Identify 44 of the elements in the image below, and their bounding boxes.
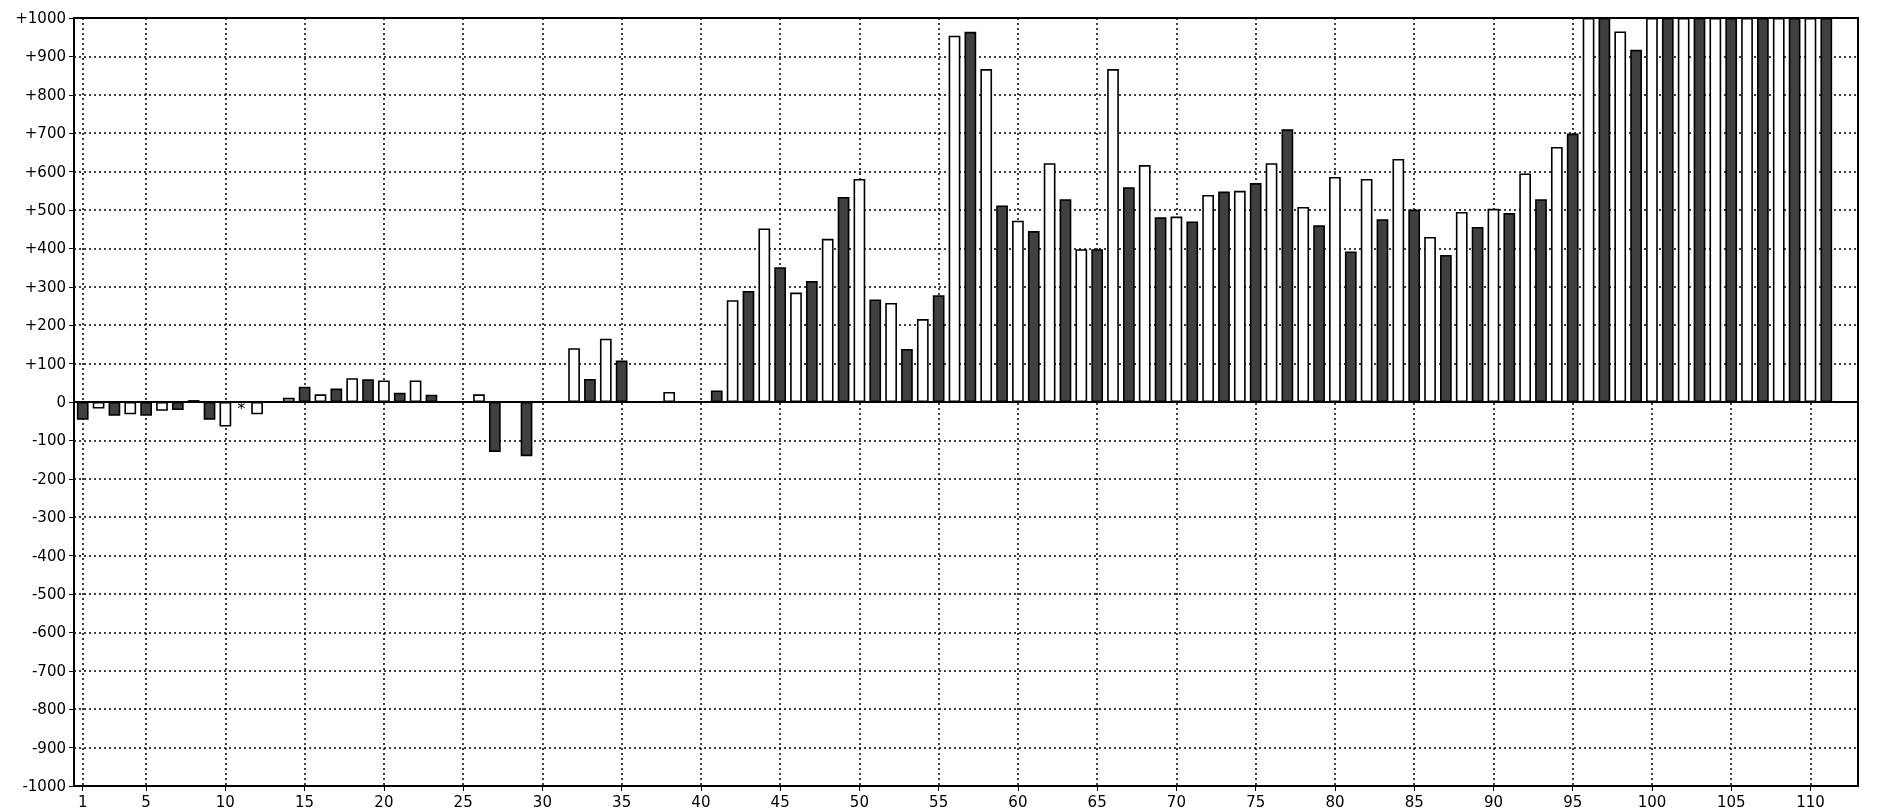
y-tick-label: 0: [56, 393, 66, 411]
x-tick-label: 1: [77, 792, 88, 811]
x-tick-label: 35: [612, 792, 632, 811]
y-tick-label: -1000: [22, 777, 66, 795]
y-tick-label: -700: [31, 661, 66, 680]
y-tick-label: +1000: [15, 9, 66, 27]
x-tick-label: 60: [1008, 792, 1028, 811]
y-tick-label: -300: [31, 508, 66, 527]
y-tick-label: +100: [24, 354, 66, 373]
x-tick-label: 50: [849, 792, 869, 811]
x-tick-label: 90: [1483, 792, 1503, 811]
x-tick-label: 110: [1796, 792, 1825, 811]
x-tick-label: 40: [691, 792, 711, 811]
y-tick-label: -100: [31, 431, 66, 450]
x-tick-label: 65: [1087, 792, 1107, 811]
x-tick-label: 45: [770, 792, 790, 811]
y-tick-label: -900: [31, 738, 66, 757]
y-tick-label: -600: [31, 623, 66, 642]
y-tick-label: -200: [31, 469, 66, 488]
y-tick-label: -800: [31, 700, 66, 719]
y-tick-label: +900: [24, 47, 66, 66]
y-tick-label: +300: [24, 277, 66, 296]
x-tick-label: 80: [1325, 792, 1345, 811]
x-tick-label: 5: [141, 792, 151, 811]
y-tick-label: +700: [24, 124, 66, 143]
x-tick-label: 75: [1246, 792, 1266, 811]
x-tick-label: 105: [1716, 792, 1746, 811]
x-tick-label: 30: [532, 792, 552, 811]
x-tick-label: 70: [1166, 792, 1186, 811]
y-tick-label: -500: [31, 585, 66, 603]
y-tick-label: +200: [24, 316, 66, 335]
y-tick-label: +500: [24, 201, 66, 219]
x-tick-label: 85: [1404, 792, 1424, 811]
y-tick-label: +400: [24, 239, 66, 258]
x-tick-label: 95: [1563, 792, 1583, 811]
x-tick-label: 10: [215, 792, 235, 811]
x-tick-label: 55: [929, 792, 949, 811]
x-tick-label: 20: [374, 792, 394, 811]
x-tick-label: 15: [295, 792, 315, 811]
x-tick-label: 25: [453, 792, 473, 811]
y-tick-label: -400: [31, 546, 66, 565]
y-tick-label: +800: [24, 85, 66, 104]
y-tick-label: +600: [24, 162, 66, 181]
x-tick-label: 100: [1637, 792, 1667, 811]
